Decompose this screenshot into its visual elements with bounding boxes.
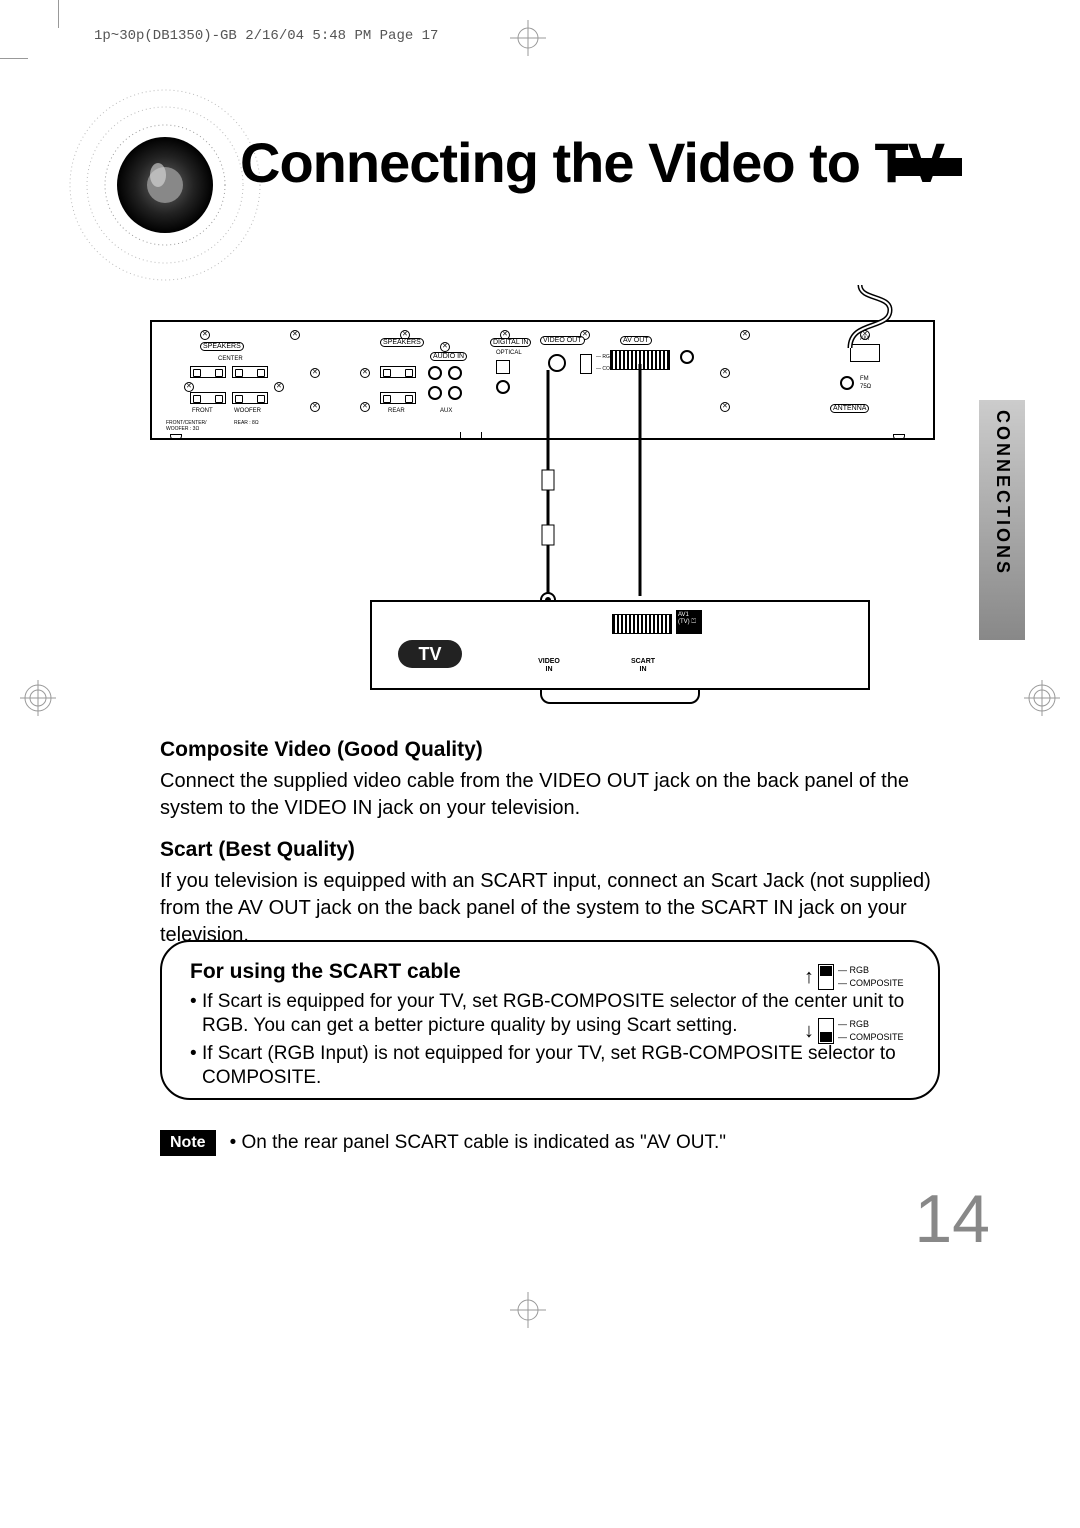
label-speakers: SPEAKERS [380,338,424,347]
label-video-out: VIDEO OUT [540,336,585,345]
page-title: Connecting the Video to TV [240,130,944,195]
label-speakers: SPEAKERS [200,342,244,351]
label-impedance: REAR : 8Ω [234,420,259,426]
speaker-decorative-icon [60,80,270,290]
note-text: • On the rear panel SCART cable is indic… [230,1132,726,1154]
section-scart: Scart (Best Quality) If you television i… [160,838,940,949]
section-tab-label: CONNECTIONS [992,410,1013,576]
heading-scart: Scart (Best Quality) [160,838,940,862]
label-aux: AUX [440,408,452,414]
label-fm: FM [860,376,869,382]
label-antenna: ANTENNA [830,404,869,413]
arrow-up-icon: ↑ [804,966,814,989]
note-row: Note • On the rear panel SCART cable is … [160,1130,726,1156]
av1-badge: AV1 (TV) ⏍ [676,610,702,634]
registration-mark [510,1292,546,1328]
section-composite: Composite Video (Good Quality) Connect t… [160,738,940,822]
crop-mark [58,0,59,28]
registration-mark [1024,680,1060,716]
heading-composite: Composite Video (Good Quality) [160,738,940,762]
label-av-out: AV OUT [620,336,652,345]
scart-cable [620,364,660,610]
print-header: 1p~30p(DB1350)-GB 2/16/04 5:48 PM Page 1… [94,28,438,44]
scart-callout: For using the SCART cable • If Scart is … [160,940,940,1100]
video-cable [538,370,558,610]
page-number: 14 [914,1180,990,1258]
registration-mark [20,680,56,716]
title-bar [890,158,962,176]
body-scart: If you television is equipped with an SC… [160,868,940,949]
callout-bullet: • If Scart is equipped for your TV, set … [190,990,910,1038]
registration-mark [510,20,546,56]
label-scart-in: SCART IN [618,658,668,674]
label-front: FRONT [192,408,213,414]
crop-mark [0,58,28,59]
callout-heading: For using the SCART cable [190,960,910,984]
section-tab: CONNECTIONS [979,400,1025,640]
label-rear: REAR [388,408,405,414]
label-audio-in: AUDIO IN [430,352,467,361]
label-center: CENTER [218,356,243,362]
label-impedance: FRONT/CENTER/ WOOFER : 3Ω [166,420,207,432]
body-composite: Connect the supplied video cable from th… [160,768,940,822]
label-digital-in: DIGITAL IN [490,338,531,347]
tv-scart-port [612,614,672,634]
antenna-wire [830,280,940,350]
label-optical: OPTICAL [496,350,522,356]
arrow-down-icon: ↓ [804,1020,814,1043]
label-video-in: VIDEO IN [524,658,574,674]
connection-diagram: SPEAKERS CENTER FRONT WOOFER FRONT/CENTE… [150,320,935,700]
label-woofer: WOOFER [234,408,261,414]
label-ohm: 75Ω [860,384,871,390]
note-badge: Note [160,1130,216,1156]
switch-diagram: ↑ — RGB— COMPOSITE ↓ — RGB— COMPOSITE [804,964,914,1072]
tv-label: TV [398,640,462,668]
callout-bullet: • If Scart (RGB Input) is not equipped f… [190,1042,910,1090]
tv-stand [540,688,700,704]
